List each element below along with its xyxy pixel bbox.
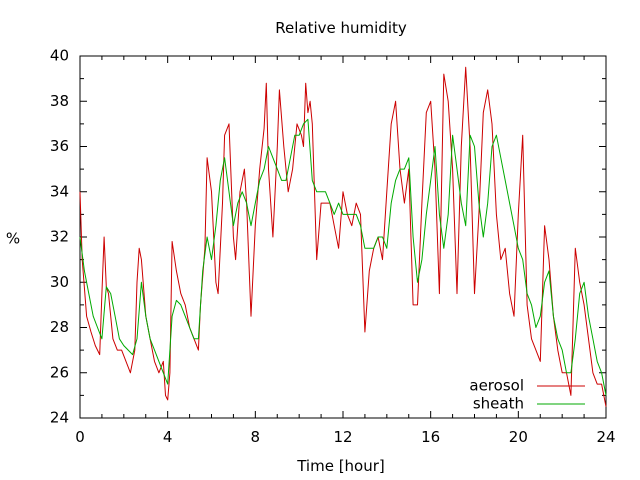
y-tick-label: 36 <box>50 137 69 155</box>
y-tick-label: 28 <box>50 318 69 336</box>
y-tick-label: 32 <box>50 228 69 246</box>
x-tick-label: 4 <box>163 428 173 446</box>
y-tick-label: 40 <box>50 47 69 65</box>
series-line-sheath <box>79 118 607 396</box>
x-tick-label: 24 <box>596 428 615 446</box>
y-tick-label: 38 <box>50 92 69 110</box>
y-tick-label: 34 <box>50 182 69 200</box>
legend-label-aerosol: aerosol <box>469 377 524 395</box>
series-line-aerosol <box>79 66 607 407</box>
x-tick-label: 16 <box>421 428 440 446</box>
y-axis-label: % <box>6 230 20 248</box>
x-tick-label: 8 <box>251 428 261 446</box>
legend-label-sheath: sheath <box>473 395 524 413</box>
x-tick-label: 12 <box>333 428 352 446</box>
y-tick-label: 30 <box>50 273 69 291</box>
axis-ticks: 24 26 28 30 32 34 36 38 40 0 4 8 12 16 20 24 <box>50 47 616 447</box>
x-tick-label: 20 <box>509 428 528 446</box>
y-tick-label: 26 <box>50 363 69 381</box>
x-axis-label: Time [hour] <box>296 457 385 475</box>
chart-title: Relative humidity <box>275 19 407 37</box>
plot-frame <box>79 55 607 419</box>
series-group <box>79 66 607 407</box>
x-tick-label: 0 <box>75 428 85 446</box>
y-tick-label: 24 <box>50 409 69 427</box>
